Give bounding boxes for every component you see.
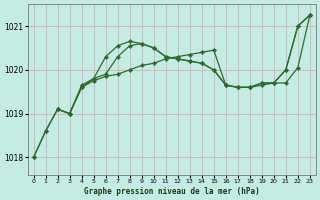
X-axis label: Graphe pression niveau de la mer (hPa): Graphe pression niveau de la mer (hPa) xyxy=(84,187,260,196)
